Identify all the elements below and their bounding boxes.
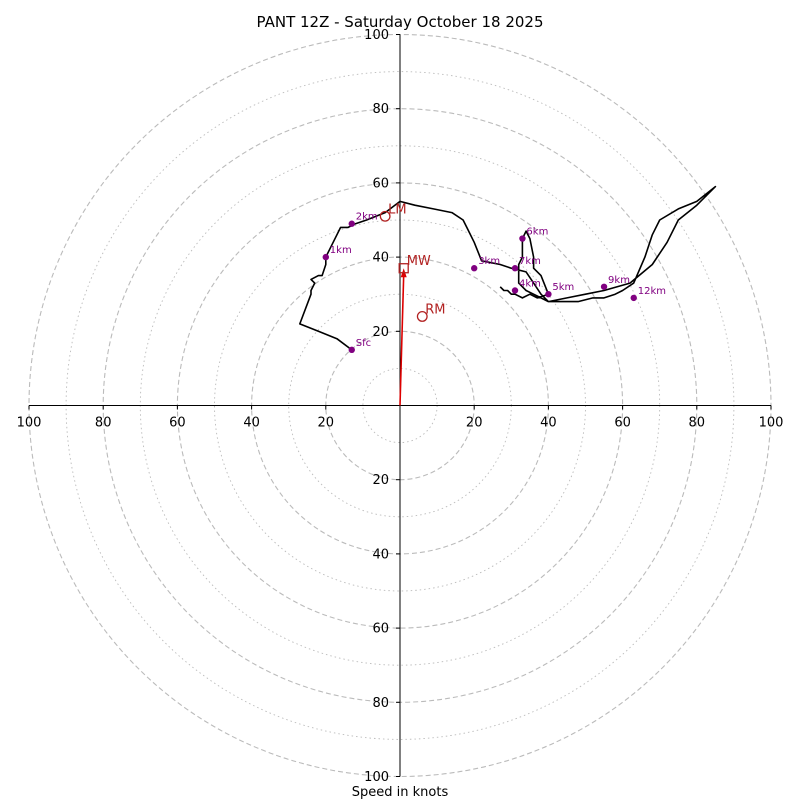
hodograph-line [298,185,717,351]
x-tick-label: 80 [689,416,706,431]
height-marker-9km [600,283,608,290]
y-tick-label: 40 [372,251,389,266]
x-tick-label: 20 [466,416,483,431]
height-label-4km: 4km [519,278,541,289]
x-tick-label: 60 [169,416,186,431]
height-label-12km: 12km [638,286,666,297]
height-label-sfc: Sfc [356,338,371,349]
y-tick-label: 40 [372,547,389,562]
mean-wind-arrow-shaft [399,274,405,406]
storm-marker-lm [379,210,391,222]
height-label-9km: 9km [608,275,630,286]
x-tick-label: 80 [95,416,112,431]
y-tick-labels: 100 80 60 40 20 20 40 60 80 100 [364,28,400,785]
storm-label-mw: MW [407,254,431,269]
x-tick-labels: 100 80 60 40 20 20 40 60 80 100 [17,405,784,431]
height-label-2km: 2km [356,212,378,223]
y-tick-label: 60 [372,176,389,191]
height-label-3km: 3km [478,256,500,267]
x-tick-label: 40 [243,416,260,431]
x-tick-label: 100 [17,416,42,431]
height-label-7km: 7km [519,256,541,267]
y-tick-label: 100 [364,28,389,43]
x-tick-label: 100 [759,416,784,431]
height-label-1km: 1km [330,245,352,256]
x-tick-label: 40 [540,416,557,431]
y-tick-label: 20 [372,325,389,340]
y-tick-label: 100 [364,770,389,785]
height-marker-3km [471,265,478,272]
height-label-5km: 5km [552,282,574,293]
mean-wind-arrow-group [399,268,407,406]
height-marker-2km [348,220,355,227]
storm-label-rm: RM [425,302,445,317]
height-markers: Sfc 1km 2km 3km 4km 5km 6km 7km 9km 12km [322,212,666,354]
height-marker-5km [545,291,552,298]
height-marker-6km [519,235,526,242]
y-tick-label: 60 [372,622,389,637]
storm-label-lm: LM [388,202,406,217]
y-tick-label: 80 [372,102,389,117]
height-marker-1km [322,253,329,261]
x-tick-label: 20 [318,416,335,431]
height-marker-12km [630,294,637,302]
storm-marker-rm [416,311,428,322]
height-marker-sfc [348,346,355,354]
storm-motion-markers: LM RM MW [379,202,446,322]
height-marker-7km [511,265,519,272]
height-label-6km: 6km [526,227,548,238]
x-tick-label: 60 [614,416,631,431]
storm-marker-mw [398,263,409,274]
x-axis-label: Speed in knots [352,785,449,800]
height-marker-4km [511,287,519,294]
hodograph-trace-group [298,185,717,351]
y-tick-label: 80 [372,696,389,711]
chart-title: PANT 12Z - Saturday October 18 2025 [257,13,544,31]
y-tick-label: 20 [372,473,389,488]
